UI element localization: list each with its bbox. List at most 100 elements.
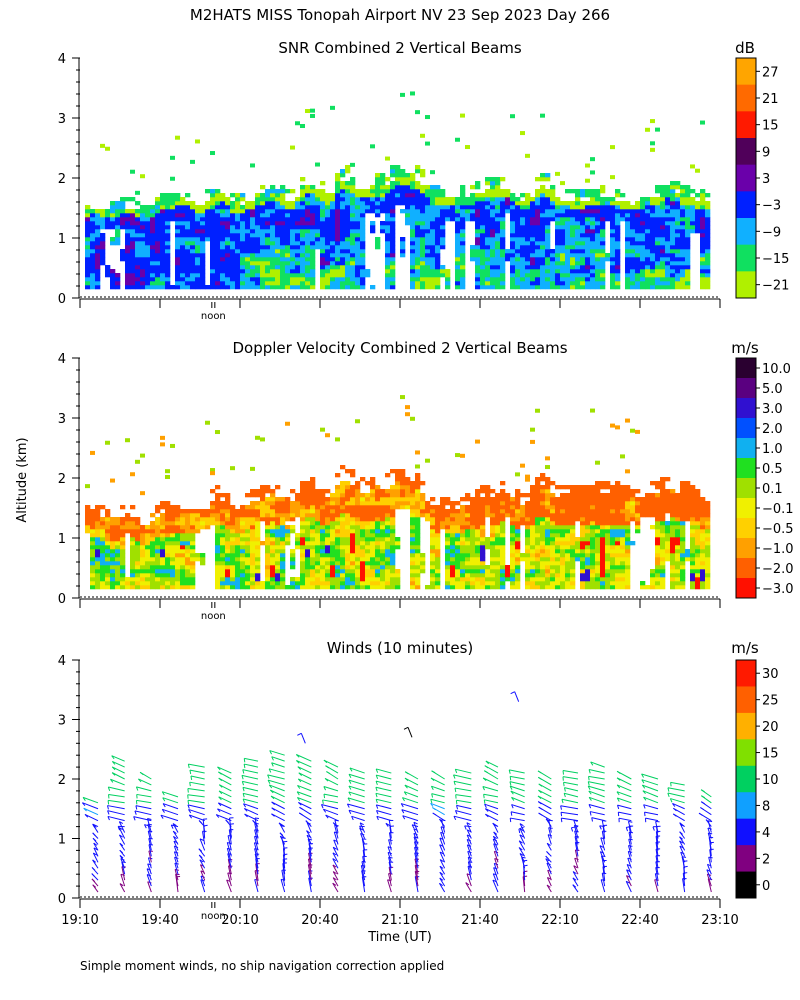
heatmap-cell bbox=[365, 497, 371, 502]
heatmap-cell bbox=[190, 273, 196, 278]
heatmap-cell bbox=[400, 253, 406, 258]
heatmap-cell bbox=[460, 561, 466, 566]
heatmap-cell bbox=[125, 269, 131, 274]
heatmap-cell bbox=[610, 245, 616, 250]
heatmap-cell bbox=[350, 501, 356, 506]
heatmap-cell bbox=[420, 253, 426, 258]
heatmap-cell bbox=[430, 565, 436, 570]
heatmap-cell bbox=[600, 217, 606, 222]
heatmap-cell bbox=[680, 233, 686, 238]
heatmap-cell bbox=[200, 225, 206, 230]
heatmap-cell bbox=[515, 545, 521, 550]
heatmap-cell bbox=[640, 241, 646, 246]
heatmap-cell bbox=[265, 561, 271, 566]
heatmap-cell bbox=[585, 585, 591, 590]
heatmap-cell bbox=[565, 573, 571, 578]
heatmap-cell bbox=[475, 565, 481, 570]
heatmap-cell bbox=[345, 217, 351, 222]
heatmap-cell bbox=[660, 221, 666, 226]
heatmap-cell bbox=[575, 189, 581, 194]
heatmap-cell bbox=[180, 217, 186, 222]
heatmap-cell bbox=[280, 221, 286, 226]
heatmap-cell bbox=[215, 245, 221, 250]
heatmap-cell bbox=[625, 277, 631, 282]
heatmap-cell bbox=[460, 265, 466, 270]
heatmap-cell bbox=[360, 225, 366, 230]
heatmap-cell bbox=[660, 249, 666, 254]
heatmap-cell bbox=[385, 561, 391, 566]
heatmap-cell bbox=[490, 253, 496, 258]
heatmap-cell bbox=[165, 513, 171, 518]
heatmap-cell bbox=[495, 521, 501, 526]
heatmap-cell bbox=[530, 509, 536, 514]
heatmap-cell bbox=[165, 545, 171, 550]
heatmap-cell bbox=[160, 549, 166, 554]
heatmap-cell bbox=[180, 517, 186, 522]
heatmap-cell bbox=[580, 549, 586, 554]
heatmap-cell bbox=[415, 529, 421, 534]
heatmap-cell bbox=[670, 193, 676, 198]
heatmap-cell bbox=[95, 285, 101, 290]
heatmap-cell bbox=[315, 213, 321, 218]
heatmap-cell bbox=[535, 521, 541, 526]
heatmap-cell bbox=[485, 265, 491, 270]
heatmap-cell bbox=[185, 253, 191, 258]
heatmap-cell bbox=[310, 233, 316, 238]
heatmap-cell bbox=[365, 209, 371, 214]
heatmap-cell bbox=[280, 497, 286, 502]
heatmap-cell bbox=[220, 493, 226, 498]
heatmap-cell bbox=[565, 217, 571, 222]
heatmap-cell bbox=[585, 205, 591, 210]
heatmap-cell bbox=[555, 545, 561, 550]
heatmap-cell bbox=[500, 265, 506, 270]
heatmap-cell bbox=[450, 533, 456, 538]
heatmap-cell bbox=[540, 505, 546, 510]
heatmap-cell bbox=[275, 233, 281, 238]
heatmap-cell bbox=[235, 521, 241, 526]
heatmap-cell bbox=[610, 269, 616, 274]
heatmap-cell bbox=[575, 193, 581, 198]
heatmap-cell bbox=[705, 285, 711, 290]
heatmap-cell bbox=[485, 281, 491, 286]
heatmap-cell bbox=[430, 509, 436, 514]
heatmap-cell bbox=[465, 525, 471, 530]
heatmap-cell bbox=[305, 213, 311, 218]
heatmap-cell bbox=[560, 561, 566, 566]
heatmap-cell bbox=[250, 489, 256, 494]
heatmap-cell bbox=[595, 261, 601, 266]
heatmap-cell bbox=[245, 557, 251, 562]
heatmap-cell bbox=[240, 197, 246, 202]
heatmap-cell bbox=[495, 221, 501, 226]
heatmap-cell bbox=[570, 561, 576, 566]
heatmap-cell bbox=[545, 585, 551, 590]
heatmap-cell bbox=[380, 549, 386, 554]
heatmap-cell bbox=[235, 221, 241, 226]
heatmap-cell bbox=[375, 493, 381, 498]
heatmap-cell bbox=[170, 549, 176, 554]
heatmap-cell bbox=[645, 127, 650, 132]
heatmap-cell bbox=[495, 245, 501, 250]
heatmap-cell bbox=[615, 237, 621, 242]
heatmap-cell bbox=[515, 253, 521, 258]
heatmap-cell bbox=[355, 241, 361, 246]
heatmap-cell bbox=[390, 285, 396, 290]
heatmap-cell bbox=[255, 561, 261, 566]
heatmap-cell bbox=[340, 181, 346, 186]
heatmap-cell bbox=[100, 233, 106, 238]
heatmap-cell bbox=[610, 221, 616, 226]
heatmap-cell bbox=[390, 185, 396, 190]
heatmap-cell bbox=[550, 505, 556, 510]
heatmap-cell bbox=[545, 553, 551, 558]
heatmap-cell bbox=[235, 277, 241, 282]
heatmap-cell bbox=[565, 521, 571, 526]
heatmap-cell bbox=[460, 581, 466, 586]
y-tick-label: 4 bbox=[58, 52, 66, 67]
heatmap-cell bbox=[600, 241, 606, 246]
heatmap-cell bbox=[260, 437, 265, 442]
heatmap-cell bbox=[530, 225, 536, 230]
heatmap-cell bbox=[610, 233, 616, 238]
heatmap-cell bbox=[90, 273, 96, 278]
heatmap-cell bbox=[240, 541, 246, 546]
heatmap-cell bbox=[525, 213, 531, 218]
heatmap-cell bbox=[300, 273, 306, 278]
